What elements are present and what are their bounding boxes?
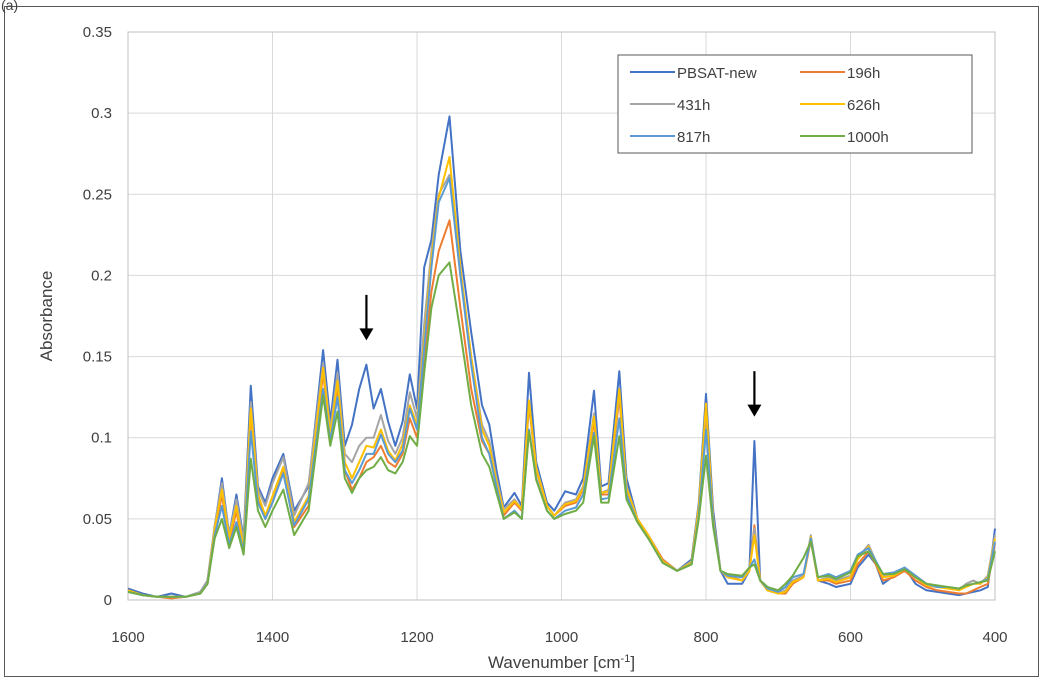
plot-area [127,31,996,601]
series-line-pbsat-new [127,115,996,598]
y-tick-label: 0.25 [83,186,112,203]
y-tick-label: 0.35 [83,24,112,41]
y-tick-label: 0 [104,592,112,609]
x-tick-label: 400 [982,629,1007,646]
x-tick-label: 1400 [256,629,289,646]
x-axis-label: Wavenumber [cm-1] [488,653,635,672]
y-tick-label: 0.05 [83,511,112,528]
series-line-1000h [127,261,996,598]
legend-entry-label: 817h [677,129,710,146]
panel-label: (a) [1,0,18,13]
legend-entry-label: 626h [847,97,880,114]
y-tick-label: 0.2 [91,267,112,284]
x-tick-label: 600 [838,629,863,646]
series-line-626h [127,156,996,598]
x-tick-label: 1000 [545,629,578,646]
down-arrow-icon [359,294,374,341]
legend-entry-label: PBSAT-new [677,65,757,82]
x-tick-label: 1600 [111,629,144,646]
y-tick-label: 0.3 [91,105,112,122]
legend-box [617,54,973,154]
down-arrow-icon [747,371,762,417]
legend-entry-label: 196h [847,65,880,82]
x-tick-label: 800 [693,629,718,646]
y-tick-label: 0.1 [91,430,112,447]
chart-legend: PBSAT-new 196h 431h 626h 817h 1000h [617,54,973,154]
x-tick-label: 1200 [400,629,433,646]
legend-entry-label: 431h [677,97,710,114]
y-axis-label: Absorbance [37,271,56,362]
legend-entry-label: 1000h [847,129,889,146]
y-tick-label: 0.15 [83,349,112,366]
